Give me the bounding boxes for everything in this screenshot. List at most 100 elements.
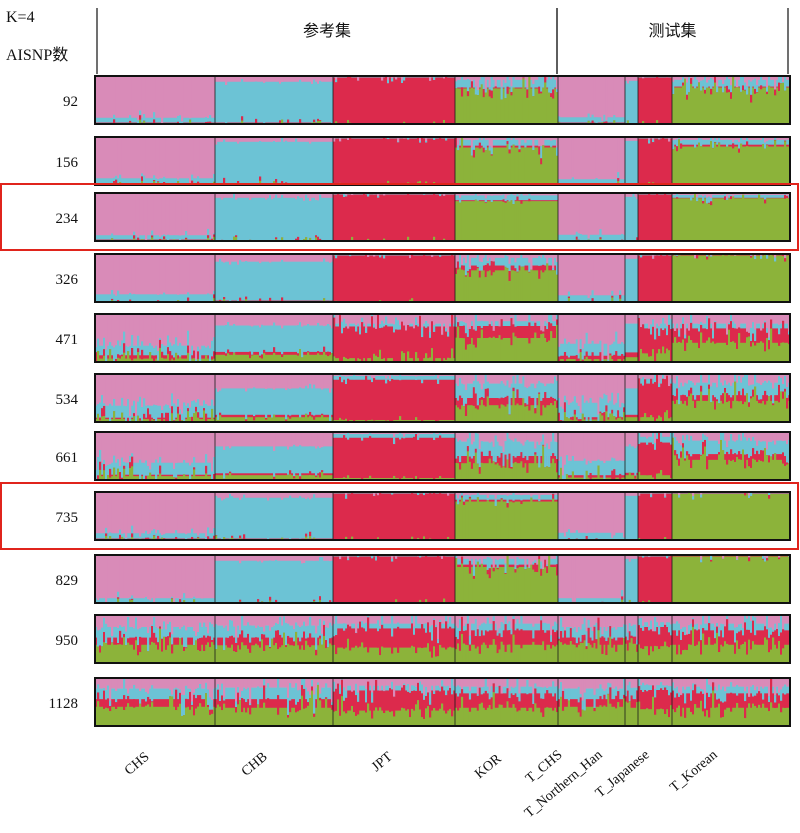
individual-strip bbox=[595, 137, 597, 178]
individual-strip bbox=[615, 314, 617, 332]
individual-strip bbox=[275, 195, 277, 238]
individual-strip bbox=[738, 149, 740, 153]
individual-strip bbox=[704, 440, 706, 447]
individual-strip bbox=[684, 338, 686, 351]
individual-strip bbox=[690, 456, 692, 468]
individual-strip bbox=[461, 270, 463, 303]
individual-strip bbox=[109, 492, 111, 533]
individual-strip bbox=[315, 475, 317, 477]
individual-strip bbox=[770, 329, 772, 363]
individual-strip bbox=[690, 381, 692, 388]
individual-strip bbox=[658, 383, 660, 387]
individual-strip bbox=[690, 323, 692, 340]
individual-strip bbox=[706, 88, 708, 124]
individual-strip bbox=[465, 323, 467, 333]
individual-strip bbox=[335, 654, 337, 663]
individual-strip bbox=[534, 413, 536, 422]
individual-strip bbox=[349, 626, 351, 650]
individual-strip bbox=[265, 199, 267, 241]
individual-strip bbox=[281, 260, 283, 298]
individual-strip bbox=[586, 374, 588, 401]
individual-strip bbox=[235, 652, 237, 663]
individual-strip bbox=[317, 351, 319, 353]
individual-strip bbox=[487, 574, 489, 603]
individual-strip bbox=[760, 442, 762, 451]
individual-strip bbox=[399, 380, 401, 416]
individual-strip bbox=[193, 400, 195, 413]
individual-strip bbox=[175, 463, 177, 478]
individual-strip bbox=[564, 339, 566, 353]
individual-strip bbox=[507, 508, 509, 541]
individual-strip bbox=[526, 76, 528, 88]
individual-strip bbox=[433, 140, 435, 182]
individual-strip bbox=[157, 179, 159, 181]
individual-strip bbox=[101, 646, 103, 663]
individual-strip bbox=[619, 290, 621, 295]
individual-strip bbox=[534, 374, 536, 388]
individual-strip bbox=[105, 314, 107, 350]
individual-strip bbox=[611, 291, 613, 296]
individual-strip bbox=[115, 345, 117, 359]
individual-strip bbox=[491, 196, 493, 202]
individual-strip bbox=[694, 400, 696, 408]
individual-strip bbox=[752, 390, 754, 397]
individual-strip bbox=[542, 137, 544, 145]
individual-strip bbox=[510, 200, 512, 241]
individual-strip bbox=[121, 340, 123, 354]
individual-strip bbox=[179, 629, 181, 638]
individual-strip bbox=[744, 90, 746, 124]
individual-strip bbox=[546, 323, 548, 329]
individual-strip bbox=[499, 432, 501, 446]
individual-strip bbox=[621, 590, 623, 597]
individual-strip bbox=[748, 386, 750, 403]
individual-strip bbox=[493, 254, 495, 261]
individual-strip bbox=[501, 498, 503, 499]
individual-strip bbox=[784, 195, 786, 199]
individual-strip bbox=[225, 325, 227, 353]
individual-strip bbox=[445, 76, 447, 124]
individual-strip bbox=[131, 314, 133, 335]
individual-strip bbox=[99, 403, 101, 418]
individual-strip bbox=[762, 462, 764, 481]
individual-strip bbox=[772, 557, 774, 604]
individual-strip bbox=[568, 492, 570, 529]
individual-strip bbox=[726, 335, 728, 346]
individual-strip bbox=[546, 342, 548, 362]
individual-strip bbox=[317, 200, 319, 237]
individual-strip bbox=[241, 630, 243, 642]
individual-strip bbox=[483, 89, 485, 97]
individual-strip bbox=[530, 496, 532, 498]
individual-strip bbox=[656, 255, 658, 301]
individual-strip bbox=[774, 453, 776, 480]
individual-strip bbox=[477, 405, 479, 409]
individual-strip bbox=[471, 81, 473, 88]
individual-strip bbox=[742, 556, 744, 603]
individual-strip bbox=[746, 332, 748, 338]
individual-strip bbox=[113, 432, 115, 456]
individual-strip bbox=[710, 256, 712, 257]
individual-strip bbox=[129, 254, 131, 293]
individual-strip bbox=[153, 405, 155, 420]
individual-strip bbox=[159, 629, 161, 664]
individual-strip bbox=[141, 350, 143, 360]
individual-strip bbox=[613, 492, 615, 536]
individual-strip bbox=[395, 79, 397, 123]
individual-strip bbox=[526, 432, 528, 440]
individual-strip bbox=[323, 621, 325, 625]
individual-strip bbox=[730, 461, 732, 480]
individual-strip bbox=[588, 114, 590, 121]
individual-strip bbox=[746, 374, 748, 394]
individual-strip bbox=[542, 555, 544, 569]
individual-strip bbox=[611, 492, 613, 538]
individual-strip bbox=[121, 398, 123, 413]
individual-strip bbox=[165, 615, 167, 630]
individual-strip bbox=[223, 650, 225, 663]
individual-strip bbox=[491, 261, 493, 275]
individual-strip bbox=[714, 410, 716, 423]
individual-strip bbox=[475, 200, 477, 242]
population-segment bbox=[95, 254, 215, 302]
individual-strip bbox=[501, 495, 503, 498]
individual-strip bbox=[774, 445, 776, 454]
individual-strip bbox=[542, 331, 544, 333]
individual-strip bbox=[676, 139, 678, 146]
